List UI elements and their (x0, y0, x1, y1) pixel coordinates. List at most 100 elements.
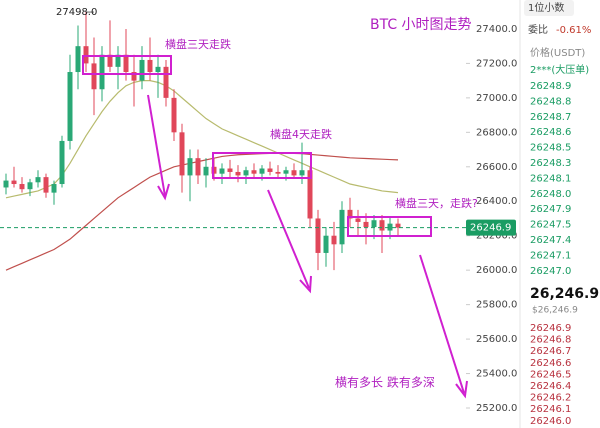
annotation-shapes (82, 55, 468, 399)
candle-body (91, 63, 97, 90)
bid-price: 26246.7 (530, 346, 571, 357)
max-label: 27498.0 (56, 7, 97, 18)
candle-body (275, 171, 281, 174)
candle-body (347, 209, 353, 219)
candle-body (163, 66, 169, 98)
chart-title: BTC 小时图走势 (370, 17, 472, 33)
arrow-head (157, 183, 170, 201)
candle-body (323, 235, 329, 253)
bid-price: 26246.0 (530, 416, 571, 427)
candle-body (27, 182, 33, 190)
candle-body (35, 177, 41, 183)
candle-body (363, 221, 369, 228)
candle-body (251, 170, 257, 174)
precision[interactable]: 1位小数 (528, 1, 564, 14)
ask-price: 26247.9 (530, 204, 571, 215)
candle-body (219, 168, 225, 174)
candle-body (131, 72, 137, 81)
ask-price: 26248.3 (530, 158, 571, 169)
y-tick-label: 25200.0 (476, 403, 517, 414)
y-tick-label: 26000.0 (476, 265, 517, 276)
ask-price: 26247.5 (530, 220, 571, 231)
candle-body (307, 170, 313, 219)
ratio-label: 委比 (528, 23, 548, 36)
candle-body (235, 171, 241, 176)
arrow (147, 94, 166, 197)
y-tick-label: 26400.0 (476, 196, 517, 207)
arrow (419, 254, 465, 394)
candle-body (3, 180, 9, 188)
candle-body (99, 54, 105, 90)
price-header: 价格(USDT) (530, 46, 585, 59)
candle-body (203, 166, 209, 176)
range-box (347, 216, 432, 237)
candle-body (283, 170, 289, 174)
bid-price: 26246.6 (530, 358, 571, 369)
candle-body (291, 170, 297, 176)
y-tick-label: 25600.0 (476, 334, 517, 345)
y-tick-label: 26800.0 (476, 127, 517, 138)
candle-body (371, 220, 377, 228)
candle-body (259, 168, 265, 174)
bid-price: 26246.1 (530, 404, 571, 415)
candle-body (147, 59, 153, 73)
ask-price: 26248.6 (530, 127, 571, 138)
last-price-box (466, 219, 516, 236)
candle-body (139, 59, 145, 81)
candle-body (179, 132, 185, 176)
arrow (267, 189, 310, 289)
range-box (82, 55, 172, 75)
ratio: -0.61% (556, 25, 591, 36)
candle-body (115, 54, 121, 67)
y-tick-label: 27200.0 (476, 58, 517, 69)
ask-price: 26248.1 (530, 173, 571, 184)
candle-body (267, 168, 273, 172)
candle-body (355, 218, 361, 222)
candle-body (195, 158, 201, 176)
annotation: 横盘三天，走跌? (395, 196, 478, 210)
candle-body (19, 184, 25, 190)
candle-body (107, 54, 113, 67)
annotation: 横盘4天走跌 (270, 127, 332, 141)
bid-price: 26246.9 (530, 323, 571, 334)
candle-body (11, 180, 17, 185)
candle-body (387, 223, 393, 231)
ask-price: 26247.4 (530, 235, 571, 246)
candle-body (339, 209, 345, 245)
bid-price: 26246.4 (530, 381, 571, 392)
annotation: 横有多长 跌有多深 (335, 375, 435, 390)
moving-average (5, 80, 399, 199)
bid-price: 26246.5 (530, 369, 571, 380)
candle-body (75, 46, 81, 73)
y-tick-label: 27400.0 (476, 24, 517, 35)
candle-body (51, 184, 57, 193)
candle-body (171, 97, 177, 133)
ask-price: 26248.0 (530, 189, 571, 200)
candle-body (155, 66, 161, 73)
range-box (212, 152, 312, 179)
y-tick-label: 25400.0 (476, 369, 517, 380)
y-tick-label: 26600.0 (476, 162, 517, 173)
ask-price: 26248.8 (530, 96, 571, 107)
last-price-label: 26246.9 (470, 223, 511, 234)
candle-body (187, 158, 193, 176)
last-price-usd: $26,246.9 (532, 306, 578, 316)
precision-dropdown[interactable] (524, 0, 574, 16)
candle-body (43, 177, 49, 193)
candle-body (123, 54, 129, 73)
candle-body (83, 46, 89, 64)
candle-body (315, 218, 321, 253)
bid-price: 26246.2 (530, 393, 571, 404)
last-price: 26,246.9 (530, 286, 599, 302)
big-order: 2***(大压单) (530, 63, 589, 76)
ask-price: 26248.7 (530, 112, 571, 123)
annotation: 横盘三天走跌 (165, 37, 231, 51)
candle-body (243, 170, 249, 176)
y-tick-label: 27000.0 (476, 93, 517, 104)
candle-body (331, 235, 337, 245)
candle-body (299, 170, 305, 176)
marks (3, 12, 401, 271)
candle-body (227, 168, 233, 172)
